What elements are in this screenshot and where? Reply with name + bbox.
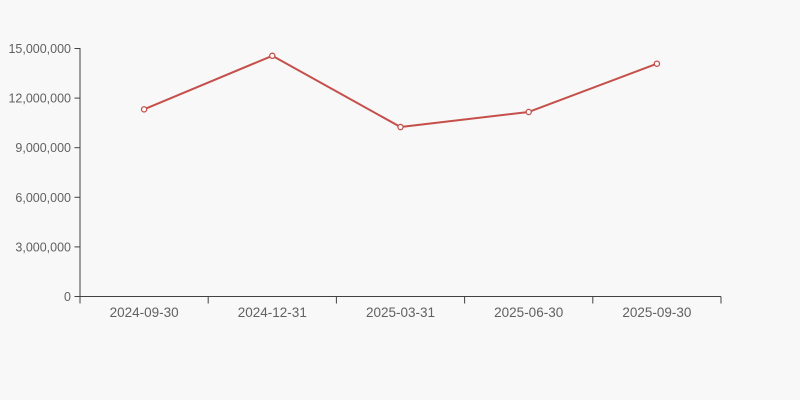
data-point-marker[interactable]	[525, 108, 532, 116]
data-point-marker[interactable]	[140, 106, 148, 113]
y-axis-tick-label: 6,000,000	[15, 191, 71, 205]
x-axis-tick-label: 2024-12-31	[238, 305, 307, 320]
x-axis-tick-label: 2025-09-30	[622, 305, 691, 320]
y-axis-tick-label: 12,000,000	[8, 92, 71, 106]
data-point-marker[interactable]	[397, 123, 404, 131]
x-axis-tick-label: 2024-09-30	[110, 305, 179, 320]
y-axis-tick-label: 0	[64, 290, 71, 304]
x-axis-tick-label: 2025-06-30	[494, 305, 563, 320]
y-axis-tick-label: 3,000,000	[15, 240, 71, 254]
x-axis-tick-label: 2025-03-31	[366, 305, 435, 320]
y-axis-tick-label: 9,000,000	[15, 141, 71, 155]
data-point-marker[interactable]	[653, 60, 661, 67]
series-line	[143, 54, 658, 129]
y-axis-tick-label: 15,000,000	[8, 42, 71, 56]
data-point-marker[interactable]	[269, 52, 276, 60]
